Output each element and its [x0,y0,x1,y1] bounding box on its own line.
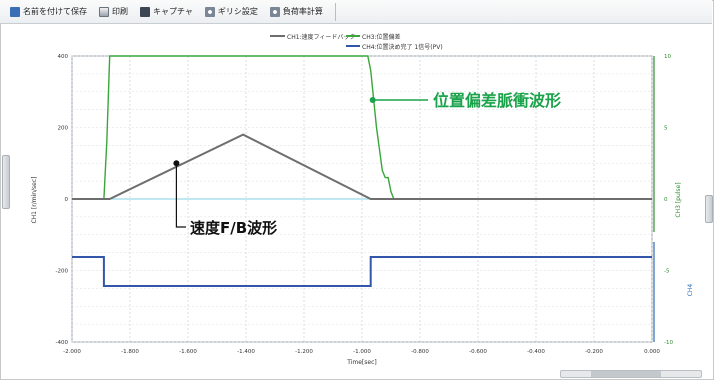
y-left-tick-label: 200 [58,126,69,132]
settings-icon [204,6,215,17]
y-left-tick-label: -400 [56,340,69,346]
y-axis-left-label: CH1 [r/min/sec] [31,176,38,223]
y-left-tick-label: -200 [56,269,69,275]
print-label: 印刷 [112,7,128,16]
settings-label: ギリシ設定 [217,7,258,16]
legend-label-speed: CH1:速度フィードバック [287,33,355,41]
save-as-button[interactable]: 名前を付けて保存 [6,3,91,21]
x-tick-label: -1.200 [295,349,313,355]
callout-speed: 速度F/B波形 [173,160,277,237]
capture-label: キャプチャ [153,7,193,16]
y-right-tick-label: -5 [664,269,670,275]
x-tick-label: -1.600 [179,349,197,355]
settings-button[interactable]: ギリシ設定 [201,3,262,21]
x-axis-label: Time[sec] [346,359,376,366]
y-left-tick-label: 400 [58,54,69,60]
callout-position: 位置偏差脈衝波形 [369,91,561,110]
x-tick-label: -0.200 [585,349,603,355]
y-right-tick-label: 0 [664,197,668,203]
x-tick-label: -0.400 [527,349,545,355]
y-right-tick-label: 5 [664,126,668,132]
y-left-tick-label: 0 [65,197,69,203]
series-position-deviation [72,55,652,200]
y-right-tick-label: 10 [664,54,671,60]
plot-series [72,55,652,287]
x-tick-label: 0.000 [644,349,660,355]
calc-button[interactable]: 負荷率計算 [266,3,327,21]
capture-button[interactable]: キャプチャ [136,3,197,21]
y-axis-right2-label: CH4 [687,284,694,297]
scrollbar-thumb[interactable] [591,371,661,377]
toolbar: 名前を付けて保存 印刷 キャプチャ ギリシ設定 負荷率計算 [0,0,712,24]
callout-speed-text: 速度F/B波形 [190,219,277,237]
calc-label: 負荷率計算 [282,7,323,16]
series-positioning-complete [72,256,652,287]
capture-icon [140,6,150,17]
toolbar-separator [334,2,336,21]
save-as-label: 名前を付けて保存 [23,7,87,16]
x-tick-label: -1.800 [121,349,139,355]
x-tick-label: -1.000 [353,349,371,355]
x-tick-label: -0.800 [411,349,429,355]
right-splitter-handle[interactable] [705,195,713,223]
callout-position-text: 位置偏差脈衝波形 [433,91,561,110]
axis-ticks: -2.000 -1.800 -1.600 -1.400 -1.200 -1.000 -0.8… [56,54,674,355]
save-icon [10,6,20,17]
series-speed-feedback [72,133,652,200]
y-axis-right-label: CH3 [pulse] [675,182,682,217]
x-tick-label: -1.400 [237,349,255,355]
y-right-tick-label: -10 [664,340,673,346]
horizontal-scrollbar[interactable] [560,370,702,378]
print-button[interactable]: 印刷 [95,3,132,21]
callout-speed-leader [175,163,186,228]
print-icon [99,6,109,17]
legend-label-position: CH3:位置偏差 [362,33,401,41]
chart-legend: CH1:速度フィードバック CH3:位置偏差 CH4:位置決め完了 1信号(PV… [270,33,443,51]
x-tick-label: -0.600 [469,349,487,355]
legend-label-signal: CH4:位置決め完了 1信号(PV) [362,43,443,51]
left-splitter-handle[interactable] [2,155,10,209]
x-tick-label: -2.000 [63,349,81,355]
calc-icon [269,6,280,17]
